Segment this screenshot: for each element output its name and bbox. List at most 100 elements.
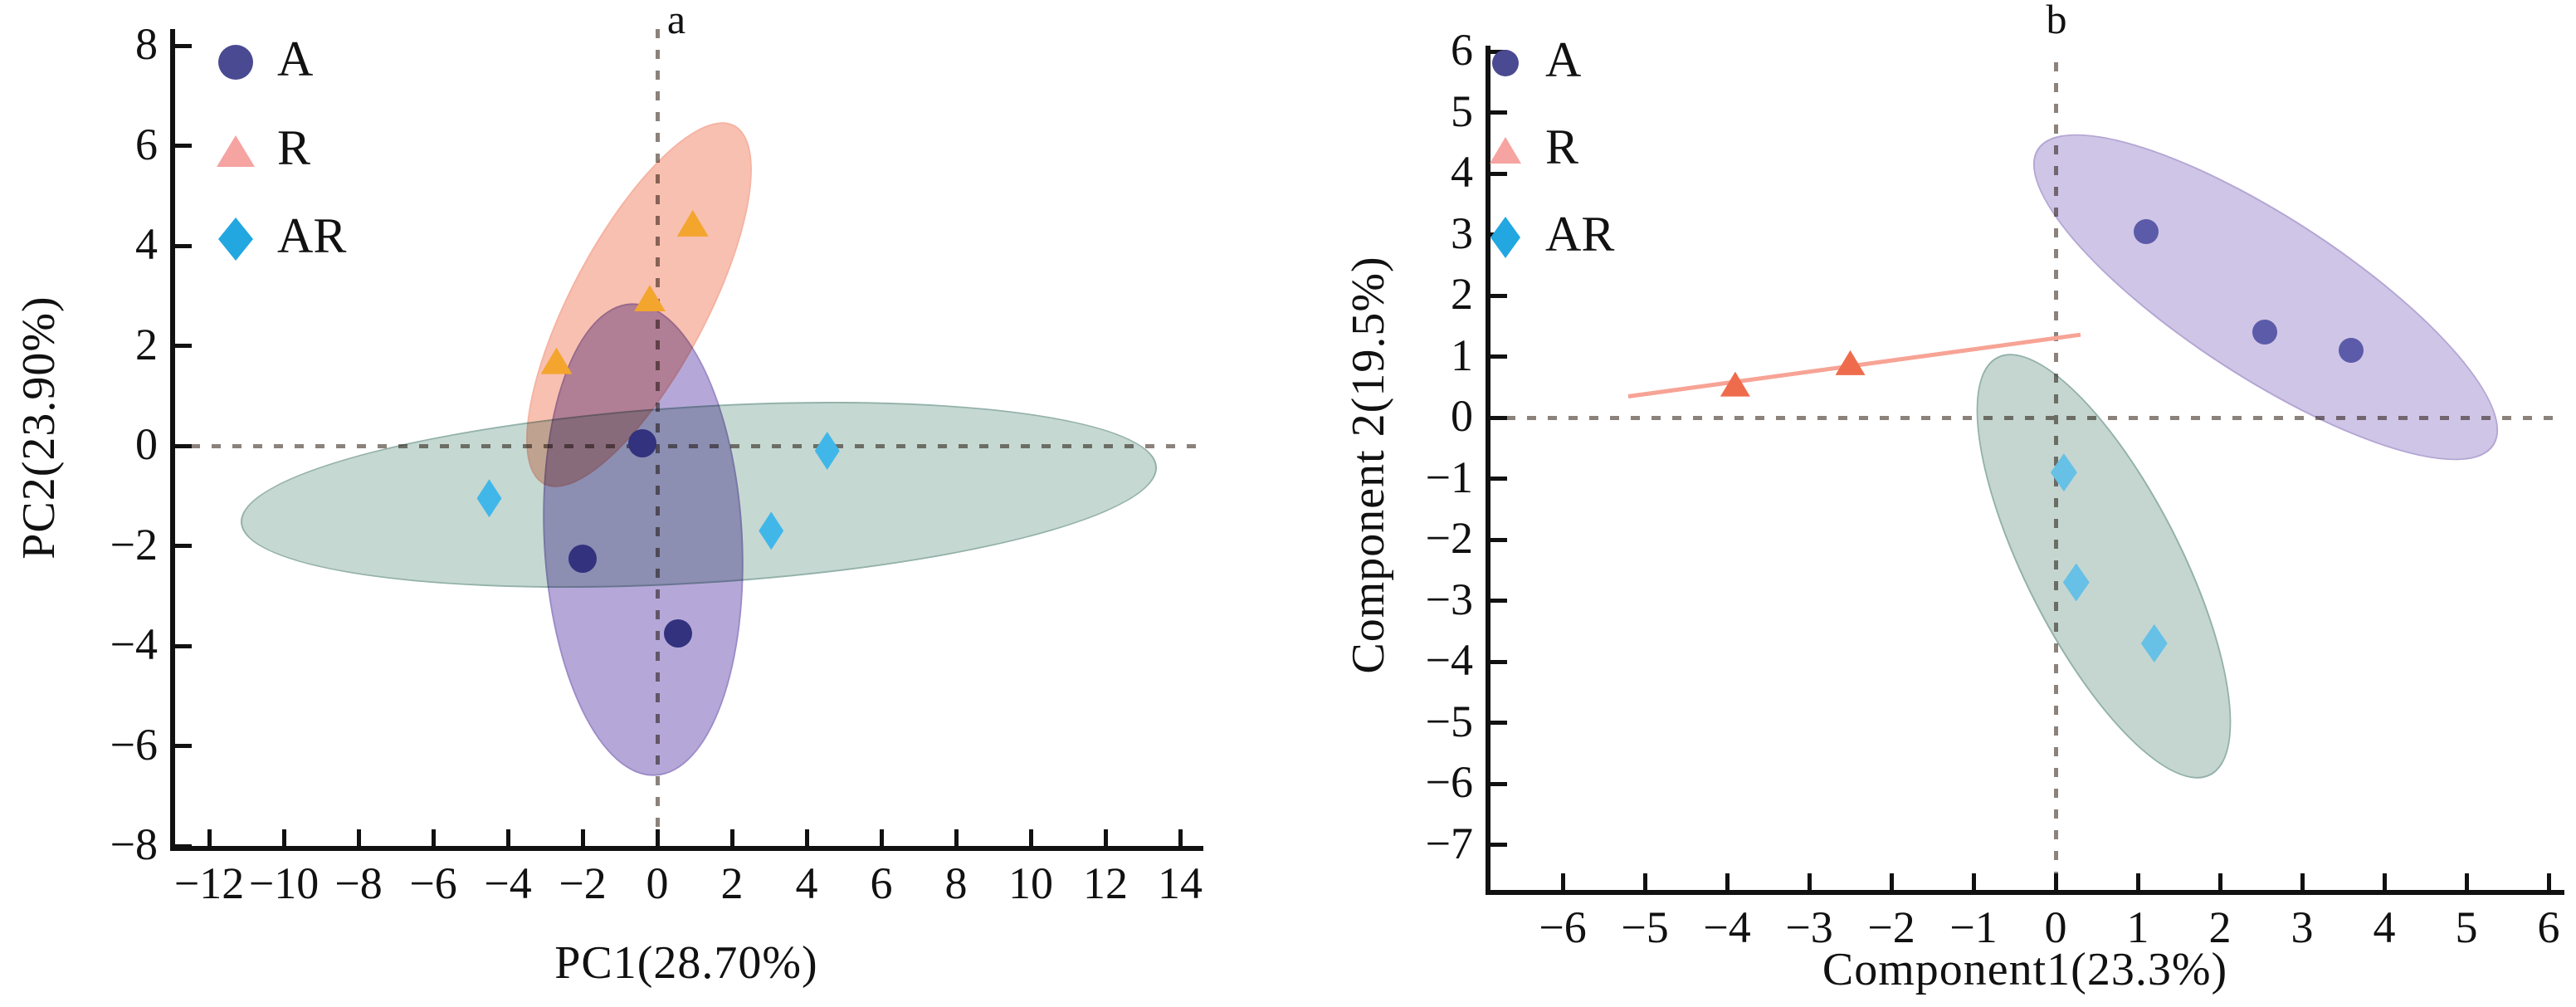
y-axis-tick-label-b: 0 — [1451, 391, 1473, 441]
legend-ar-marker-diamond-icon-b — [1490, 217, 1520, 258]
x-axis-tick-b — [1560, 873, 1565, 890]
y-axis-tick-b — [1490, 781, 1507, 786]
x-axis-tick-a — [1178, 829, 1183, 846]
x-axis-tick-label-a: 0 — [646, 858, 669, 908]
legend-ar-label-a: AR — [277, 208, 347, 263]
x-axis-tick-label-a: 4 — [795, 858, 818, 908]
y-axis-tick-b — [1490, 477, 1507, 481]
x-axis-tick-a — [1103, 829, 1108, 846]
x-axis-spine-a — [170, 846, 1203, 851]
cluster-ellipse-AR-b — [1928, 321, 2281, 811]
x-axis-tick-a — [879, 829, 884, 846]
y-axis-spine-a — [170, 29, 175, 851]
x-axis-tick-a — [1028, 829, 1033, 846]
legend-a-marker-circle-icon-a — [218, 45, 253, 80]
y-axis-tick-a — [175, 443, 192, 448]
y-axis-tick-b — [1490, 293, 1507, 298]
x-axis-tick-label-b: 0 — [2044, 902, 2067, 952]
x-axis-tick-b — [2464, 873, 2469, 890]
y-axis-tick-label-b: 2 — [1451, 269, 1473, 319]
x-axis-tick-label-b: −2 — [1867, 902, 1915, 952]
point-A-1-b — [2133, 218, 2159, 244]
x-axis-tick-label-b: −6 — [1539, 902, 1587, 952]
y-axis-tick-label-b: 5 — [1451, 86, 1473, 136]
panel-a-title: a — [666, 0, 686, 42]
y-axis-tick-b — [1490, 659, 1507, 664]
x-axis-tick-label-a: −6 — [409, 858, 457, 908]
legend-ar-label-b: AR — [1545, 207, 1615, 262]
x-axis-tick-label-b: −5 — [1621, 902, 1669, 952]
x-axis-tick-a — [356, 829, 361, 846]
y-axis-tick-a — [175, 843, 192, 848]
y-axis-tick-a — [175, 643, 192, 648]
y-axis-tick-label-a: −8 — [110, 819, 158, 869]
x-axis-tick-a — [729, 829, 734, 846]
x-axis-tick-label-a: 12 — [1083, 858, 1128, 908]
y-axis-tick-a — [175, 744, 192, 748]
x-axis-tick-label-a: −10 — [248, 858, 320, 908]
x-axis-tick-label-b: 6 — [2537, 902, 2560, 952]
legend-a-marker-circle-icon-b — [1492, 50, 1519, 76]
y-axis-tick-a — [175, 544, 192, 548]
y-axis-tick-label-a: 8 — [135, 19, 158, 69]
y-axis-tick-b — [1490, 171, 1507, 176]
x-axis-tick-b — [2546, 873, 2551, 890]
point-A-3-a — [663, 618, 692, 648]
x-axis-tick-label-b: 1 — [2126, 902, 2149, 952]
y-axis-tick-label-b: 1 — [1451, 330, 1473, 380]
x-axis-tick-label-a: −4 — [484, 858, 532, 908]
x-axis-tick-a — [281, 829, 286, 846]
legend-ar-marker-diamond-icon-a — [218, 218, 253, 261]
y-axis-tick-b — [1490, 843, 1507, 847]
point-A-2-b — [2252, 320, 2278, 345]
x-axis-tick-a — [954, 829, 959, 846]
x-axis-tick-b — [2300, 873, 2305, 890]
y-axis-tick-label-b: 4 — [1451, 147, 1473, 197]
y-axis-tick-a — [175, 43, 192, 48]
x-axis-tick-a — [431, 829, 436, 846]
x-axis-tick-b — [2135, 873, 2140, 890]
x-axis-tick-a — [804, 829, 809, 846]
x-axis-tick-label-a: 14 — [1158, 858, 1203, 908]
y-axis-tick-label-b: 6 — [1451, 25, 1473, 75]
y-axis-tick-a — [175, 344, 192, 348]
x-axis-tick-label-a: 8 — [944, 858, 968, 908]
x-axis-tick-b — [1807, 873, 1812, 890]
y-axis-tick-label-b: −7 — [1425, 818, 1473, 868]
x-axis-tick-a — [580, 829, 585, 846]
y-axis-spine-b — [1486, 46, 1490, 895]
y-axis-tick-label-a: −6 — [110, 719, 158, 770]
x-axis-tick-a — [207, 829, 212, 846]
y-axis-tick-b — [1490, 354, 1507, 359]
y-axis-tick-label-b: −6 — [1425, 757, 1473, 807]
y-axis-tick-label-b: 3 — [1451, 208, 1473, 258]
y-axis-tick-b — [1490, 721, 1507, 725]
y-axis-tick-label-b: −3 — [1425, 574, 1473, 624]
y-axis-tick-b — [1490, 110, 1507, 115]
x-axis-tick-b — [1725, 873, 1730, 890]
x-axis-tick-b — [1971, 873, 1976, 890]
x-axis-tick-label-b: −1 — [1949, 902, 1998, 952]
y-axis-tick-label-a: 6 — [135, 119, 158, 169]
y-axis-tick-a — [175, 243, 192, 248]
x-axis-tick-label-a: 10 — [1008, 858, 1053, 908]
y-axis-tick-label-a: 2 — [135, 319, 158, 369]
x-axis-tick-label-a: −8 — [334, 858, 383, 908]
point-A-1-a — [628, 428, 656, 457]
x-axis-tick-label-a: −12 — [173, 858, 245, 908]
y-axis-tick-label-b: −1 — [1425, 452, 1473, 502]
y-axis-tick-label-b: −4 — [1425, 635, 1473, 685]
panel-b-x-axis-label: Component1(23.3%) — [1822, 944, 2228, 995]
y-axis-tick-a — [175, 144, 192, 148]
y-axis-tick-label-a: 0 — [135, 419, 158, 469]
legend-r-label-b: R — [1545, 120, 1579, 174]
y-axis-tick-b — [1490, 415, 1507, 420]
y-axis-tick-b — [1490, 537, 1507, 542]
x-axis-tick-label-b: −3 — [1785, 902, 1833, 952]
x-axis-tick-b — [1642, 873, 1647, 890]
legend-a-label-a: A — [277, 32, 314, 86]
legend-r-marker-triangle-icon-b — [1490, 137, 1521, 164]
x-axis-tick-label-b: 2 — [2208, 902, 2232, 952]
x-axis-tick-label-b: 3 — [2291, 902, 2314, 952]
